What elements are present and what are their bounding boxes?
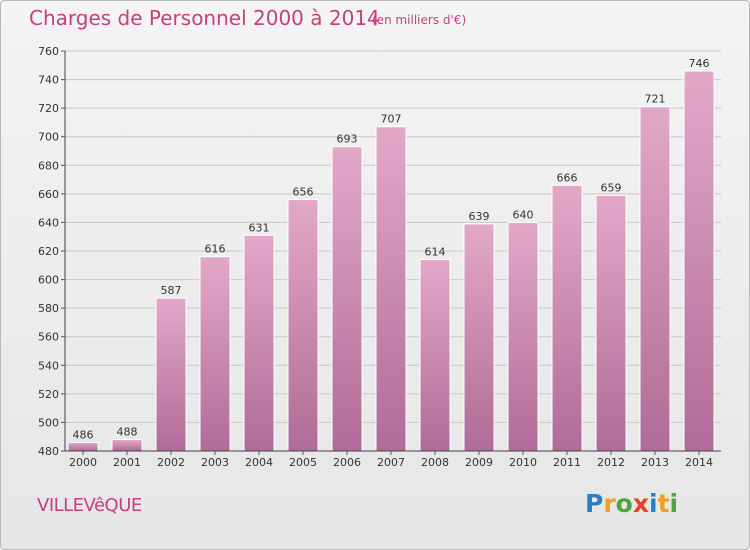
x-tick-label: 2002 (157, 456, 185, 469)
y-tick-label: 540 (38, 359, 59, 372)
commune-name: VILLEVêQUE (37, 495, 142, 516)
y-tick-label: 700 (38, 131, 59, 144)
y-tick-label: 660 (38, 188, 59, 201)
bar (199, 256, 231, 452)
y-tick-label: 760 (38, 45, 59, 58)
x-tick-label: 2000 (69, 456, 97, 469)
data-label: 721 (645, 93, 666, 106)
y-tick-label: 600 (38, 274, 59, 287)
logo-letter: i (649, 489, 658, 518)
logo-letter: x (632, 489, 649, 518)
data-label: 707 (381, 113, 402, 126)
bar (155, 297, 187, 452)
data-label: 614 (425, 246, 446, 259)
bar (67, 441, 99, 452)
x-tick-label: 2006 (333, 456, 361, 469)
y-tick-label: 560 (38, 331, 59, 344)
proxiti-logo: Proxiti (585, 489, 678, 518)
bar (419, 259, 451, 452)
x-tick-label: 2003 (201, 456, 229, 469)
bar (111, 439, 143, 452)
bar (551, 184, 583, 452)
data-label: 587 (161, 284, 182, 297)
x-tick-label: 2005 (289, 456, 317, 469)
bar (287, 199, 319, 452)
x-tick-label: 2011 (553, 456, 581, 469)
bar (683, 70, 715, 452)
x-tick-label: 2010 (509, 456, 537, 469)
data-label: 488 (117, 426, 138, 439)
data-label: 666 (557, 171, 578, 184)
x-tick-label: 2013 (641, 456, 669, 469)
data-label: 659 (601, 181, 622, 194)
y-tick-label: 620 (38, 245, 59, 258)
y-tick-label: 500 (38, 416, 59, 429)
logo-letter: o (615, 489, 633, 518)
data-label: 640 (513, 208, 534, 221)
y-tick-label: 580 (38, 302, 59, 315)
chart-title: Charges de Personnel 2000 à 2014 (29, 6, 380, 30)
unit-note: (en milliers d'€) (372, 13, 467, 27)
x-tick-label: 2007 (377, 456, 405, 469)
logo-letter: r (603, 489, 616, 518)
bar-layer: 486 488 587 616 631 656 693 707 614 639 640 666 659 7… (67, 57, 715, 452)
bar (463, 223, 495, 452)
x-tick-label: 2012 (597, 456, 625, 469)
y-tick-label: 740 (38, 74, 59, 87)
bar (595, 194, 627, 452)
bar (331, 146, 363, 452)
x-tick-label: 2008 (421, 456, 449, 469)
logo-letter: i (669, 489, 679, 518)
logo-letter: P (585, 489, 604, 518)
bar (243, 234, 275, 452)
y-tick-label: 480 (38, 445, 59, 458)
bar (375, 126, 407, 452)
y-tick-label: 680 (38, 159, 59, 172)
x-tick-label: 2004 (245, 456, 273, 469)
y-tick-label: 640 (38, 216, 59, 229)
data-label: 693 (337, 133, 358, 146)
data-label: 746 (689, 57, 710, 70)
data-label: 616 (205, 243, 226, 256)
x-tick-label: 2009 (465, 456, 493, 469)
bar (639, 106, 671, 452)
y-tick-label: 520 (38, 388, 59, 401)
x-tick-label: 2001 (113, 456, 141, 469)
bar (507, 221, 539, 452)
y-tick-label: 720 (38, 102, 59, 115)
logo-letter: t (657, 489, 670, 518)
data-label: 486 (73, 428, 94, 441)
data-label: 656 (293, 186, 314, 199)
x-tick-label: 2014 (685, 456, 713, 469)
data-label: 639 (469, 210, 490, 223)
data-label: 631 (249, 221, 270, 234)
axis-layer: 480 500 520 540 560 580 600 620 640 660 680 700 720 7… (38, 45, 721, 469)
